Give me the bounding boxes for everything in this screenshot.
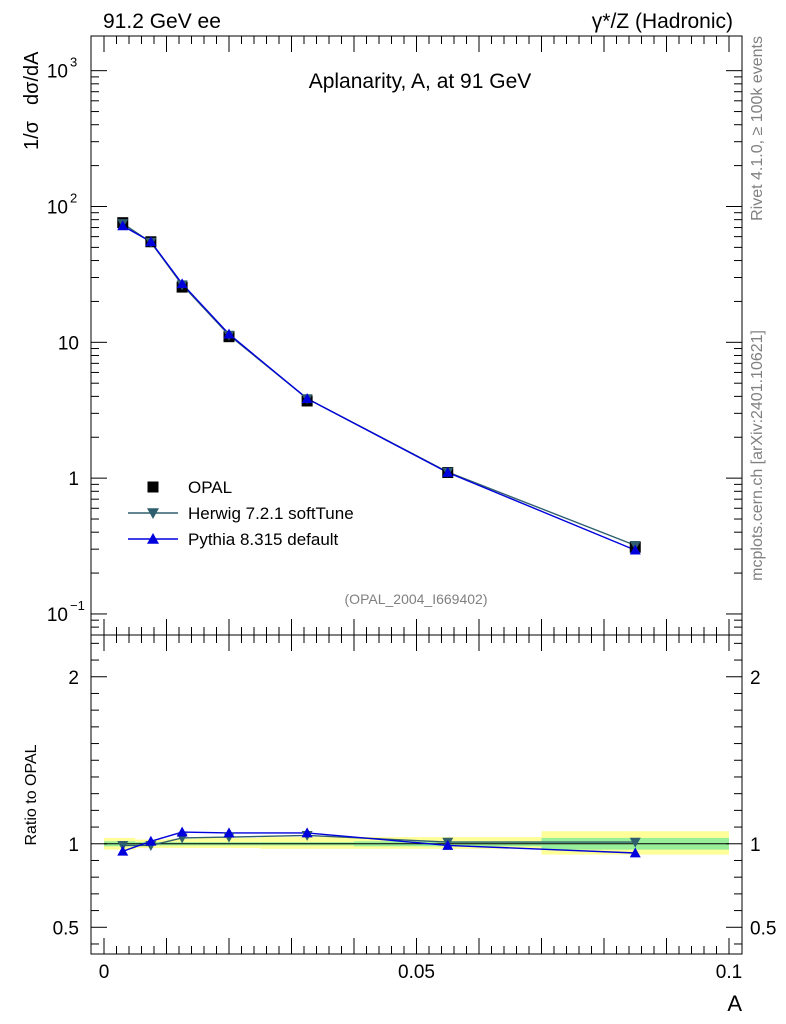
y-tick-label-base: 10: [47, 62, 68, 83]
y-axis-label-main: 1/σ dσ/dA: [21, 51, 43, 150]
main-plot-series: [117, 217, 641, 555]
marker-triangle-up: [442, 839, 454, 850]
marker-triangle-up: [301, 393, 313, 404]
marker-triangle-down: [629, 837, 641, 848]
y-tick-label-value: 10: [58, 333, 79, 354]
y-tick-label-main: 10 3: [47, 55, 77, 83]
x-tick-label: 0: [99, 962, 110, 983]
main-plot-title: Aplanarity, A, at 91 GeV: [309, 70, 532, 93]
y-tick-label-base: 10: [47, 605, 68, 626]
y-tick-label-main: 10 2: [47, 190, 77, 218]
y-tick-label-exponent: −1: [70, 598, 85, 613]
ratio-plot-panel: Ratio to OPAL A 0.5 0.5 1 1 2 2 0 0.05 0.1: [23, 634, 777, 1016]
x-axis-label: A: [727, 991, 742, 1016]
y-tick-label-ratio-left: 0.5: [53, 918, 79, 939]
markers-pythia-8-315-default: [117, 220, 641, 555]
ratio-markers-pythia-8-315-default: [117, 826, 641, 858]
y-tick-label-ratio-left: 1: [68, 835, 79, 856]
marker-triangle-down: [147, 508, 159, 519]
series-herwig-7-2-1-softtune: [122, 222, 636, 547]
markers-herwig-7-2-1-softtune: [117, 219, 641, 551]
marker-triangle-up: [117, 845, 129, 856]
ratio-plot-series: [117, 826, 641, 858]
marker-triangle-up: [176, 278, 188, 289]
marker-triangle-up: [145, 236, 157, 247]
series-line: [122, 222, 636, 547]
legend-label: Pythia 8.315 default: [188, 530, 339, 549]
ratio-plot-frame: [90, 634, 743, 955]
x-tick-label: 0.1: [716, 962, 742, 983]
header-right: γ*/Z (Hadronic): [592, 10, 733, 33]
ratio-plot-tick-labels: 0.5 0.5 1 1 2 2 0 0.05 0.1: [53, 668, 777, 983]
markers-opal: [117, 217, 641, 553]
y-tick-label-value: 1: [68, 469, 79, 490]
side-text-bottom: mcplots.cern.ch [arXiv:2401.10621]: [749, 330, 766, 581]
side-text-top: Rivet 4.1.0, ≥ 100k events: [749, 36, 766, 221]
marker-triangle-up: [147, 533, 159, 544]
ratio-plot-ticks: [91, 635, 742, 954]
marker-square: [147, 481, 159, 493]
y-tick-label-exponent: 2: [70, 190, 77, 205]
legend-label: OPAL: [188, 478, 232, 497]
y-tick-label-ratio-right: 0.5: [750, 918, 776, 939]
main-plot-ticks: [91, 36, 742, 636]
series-line: [122, 225, 636, 551]
marker-triangle-up: [176, 826, 188, 837]
y-tick-label-ratio-right: 1: [750, 835, 761, 856]
y-axis-label-ratio: Ratio to OPAL: [23, 744, 40, 845]
series-pythia-8-315-default: [122, 225, 636, 551]
y-axis-label-part-1: 1/σ: [21, 120, 43, 150]
legend: OPAL Herwig 7.2.1 softTune Pythia 8.315 de…: [128, 478, 354, 549]
y-tick-label-main: 10 −1: [47, 598, 85, 626]
x-tick-label: 0.05: [398, 962, 435, 983]
marker-triangle-up: [223, 328, 235, 339]
legend-label: Herwig 7.2.1 softTune: [188, 504, 354, 523]
y-tick-label-main: 10: [58, 333, 79, 354]
marker-triangle-up: [301, 827, 313, 838]
y-tick-label-ratio-right: 2: [750, 668, 761, 689]
main-plot-panel: Aplanarity, A, at 91 GeV (OPAL_2004_I669…: [21, 35, 743, 636]
y-axis-label-part-2: dσ/dA: [21, 51, 43, 105]
header-left: 91.2 GeV ee: [103, 10, 221, 33]
legend-item: OPAL: [147, 478, 232, 497]
y-tick-label-exponent: 3: [70, 55, 77, 70]
y-tick-label-ratio-left: 2: [68, 668, 79, 689]
legend-item: Pythia 8.315 default: [128, 530, 339, 549]
marker-triangle-up: [145, 835, 157, 846]
marker-triangle-up: [117, 220, 129, 231]
y-tick-label-base: 10: [47, 197, 68, 218]
marker-triangle-up: [629, 544, 641, 555]
marker-triangle-up: [442, 467, 454, 477]
marker-triangle-up: [629, 847, 641, 858]
y-tick-label-main: 1: [68, 469, 79, 490]
main-plot-watermark: (OPAL_2004_I669402): [345, 591, 488, 607]
legend-item: Herwig 7.2.1 softTune: [128, 504, 354, 523]
marker-triangle-up: [223, 827, 235, 838]
